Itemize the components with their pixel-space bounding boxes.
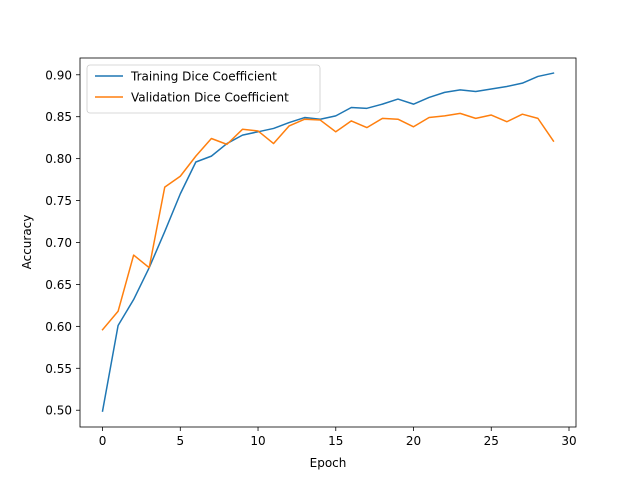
y-axis: 0.50 0.55 0.60 0.65 0.70 0.75 0.80 0.85 0.90 [45, 68, 80, 418]
y-tick-label: 0.55 [45, 362, 72, 376]
series-line-2 [101, 112, 555, 331]
legend-entry-1: Training Dice Coefficient [130, 70, 277, 84]
legend: Training Dice Coefficient Validation Dice… [86, 64, 321, 114]
y-tick-label: 0.75 [45, 194, 72, 208]
x-tick-label: 15 [328, 434, 343, 448]
x-tick-label: 10 [250, 434, 265, 448]
x-tick-label: 25 [484, 434, 499, 448]
legend-entry-2: Validation Dice Coefficient [131, 91, 289, 105]
y-tick-label: 0.90 [45, 68, 72, 82]
y-tick-label: 0.70 [45, 236, 72, 250]
legend-box [86, 64, 321, 114]
x-tick-label: 0 [99, 434, 107, 448]
x-axis: 0 5 10 15 20 25 30 [99, 427, 577, 448]
series-line-1 [101, 72, 555, 412]
y-axis-label: Accuracy [20, 215, 34, 270]
y-tick-label: 0.85 [45, 110, 72, 124]
x-axis-label: Epoch [310, 456, 347, 470]
x-tick-label: 30 [561, 434, 576, 448]
x-tick-label: 20 [406, 434, 421, 448]
plot-area [101, 72, 555, 412]
y-tick-label: 0.60 [45, 320, 72, 334]
y-tick-label: 0.80 [45, 152, 72, 166]
y-tick-label: 0.65 [45, 278, 72, 292]
x-tick-label: 5 [176, 434, 184, 448]
y-tick-label: 0.50 [45, 404, 72, 418]
